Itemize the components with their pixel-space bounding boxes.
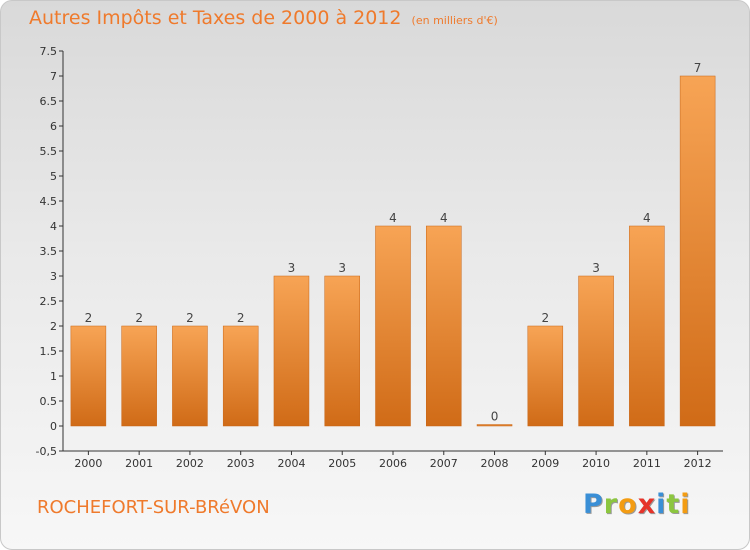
y-tick-label: 7 (50, 70, 57, 83)
x-tick-label-2000: 2000 (74, 457, 102, 470)
y-tick-label: 4 (50, 220, 57, 233)
bar-2006 (375, 225, 411, 427)
logo-letter: x (637, 489, 657, 520)
y-tick-label: 7.5 (40, 45, 58, 58)
value-label-2011: 4 (643, 211, 651, 225)
y-tick-label: 3.5 (40, 245, 58, 258)
value-label-2002: 2 (186, 311, 194, 325)
chart-title: Autres Impôts et Taxes de 2000 à 2012 (e… (29, 7, 498, 29)
y-tick-label: 5 (50, 170, 57, 183)
x-tick-label-2006: 2006 (379, 457, 407, 470)
chart-title-text: Autres Impôts et Taxes de 2000 à 2012 (29, 7, 402, 29)
bar-2001 (121, 325, 157, 427)
y-tick-label: 6.5 (40, 95, 58, 108)
value-label-2008: 0 (491, 410, 499, 424)
value-label-2004: 3 (288, 261, 296, 275)
value-label-2000: 2 (85, 311, 93, 325)
bar-2002 (172, 325, 208, 427)
value-label-2006: 4 (389, 211, 397, 225)
bar-2004 (273, 275, 310, 427)
x-tick-label-2008: 2008 (481, 457, 509, 470)
x-tick-label-2012: 2012 (684, 457, 712, 470)
x-tick-label-2002: 2002 (176, 457, 204, 470)
value-label-2003: 2 (237, 311, 245, 325)
y-tick-label: -0,5 (36, 445, 57, 458)
value-label-2001: 2 (135, 311, 143, 325)
y-tick-label: 5.5 (40, 145, 58, 158)
y-tick-label: 2.5 (40, 295, 58, 308)
y-tick-label: 6 (50, 120, 57, 133)
y-tick-label: 4.5 (40, 195, 58, 208)
bar-2008 (476, 424, 513, 427)
bar-2005 (324, 275, 360, 427)
x-tick-label-2007: 2007 (430, 457, 458, 470)
y-tick-label: 2 (50, 320, 57, 333)
y-tick-label: 1.5 (40, 345, 58, 358)
x-tick-label-2001: 2001 (125, 457, 153, 470)
x-tick-label-2003: 2003 (227, 457, 255, 470)
bar-2000 (70, 325, 107, 427)
logo-letter: i (656, 489, 667, 520)
logo-letter: t (666, 489, 681, 520)
bar-2010 (578, 275, 614, 427)
y-tick-label: 0.5 (40, 395, 58, 408)
y-tick-label: 1 (50, 370, 57, 383)
value-label-2007: 4 (440, 211, 448, 225)
bar-2007 (426, 225, 462, 427)
value-label-2012: 7 (694, 61, 702, 75)
x-tick-label-2004: 2004 (277, 457, 305, 470)
x-tick-label-2010: 2010 (582, 457, 610, 470)
x-tick-label-2005: 2005 (328, 457, 356, 470)
bar-2003 (222, 325, 259, 427)
bar-2011 (629, 225, 665, 427)
logo-letter: o (618, 489, 638, 520)
logo-letter: r (603, 489, 619, 520)
commune-name: ROCHEFORT-SUR-BRéVON (37, 497, 270, 518)
bar-2012 (679, 75, 716, 427)
x-tick-label-2011: 2011 (633, 457, 661, 470)
value-label-2009: 2 (541, 311, 549, 325)
y-tick-label: 0 (50, 420, 57, 433)
y-tick-label: 3 (50, 270, 57, 283)
proxiti-logo[interactable]: Proxiti (583, 489, 691, 520)
bar-2009 (527, 325, 564, 427)
x-tick-label-2009: 2009 (531, 457, 559, 470)
logo-letter: i (680, 489, 691, 520)
value-label-2005: 3 (338, 261, 346, 275)
chart-unit-label: (en milliers d'€) (411, 14, 498, 27)
logo-letter: P (583, 489, 604, 520)
value-label-2010: 3 (592, 261, 600, 275)
